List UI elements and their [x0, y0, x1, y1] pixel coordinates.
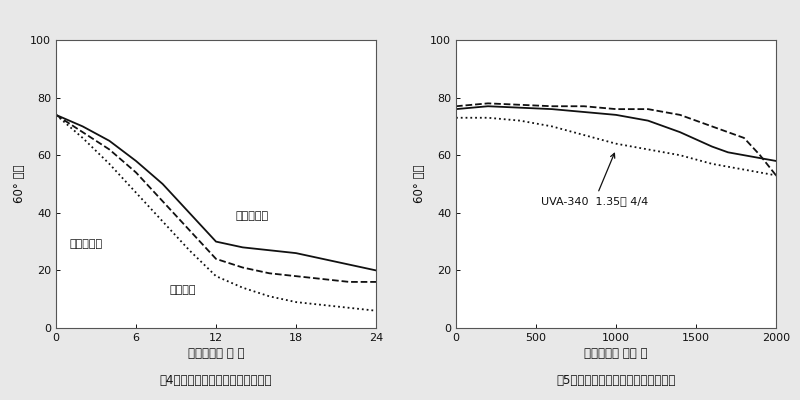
Text: 俨亥俨州: 俨亥俨州 — [170, 286, 196, 296]
Y-axis label: 60° 光泽: 60° 光泽 — [13, 165, 26, 203]
Text: 图4－乙烯基聚合物薄膜、户外老化: 图4－乙烯基聚合物薄膜、户外老化 — [160, 374, 272, 386]
X-axis label: 曝晗时间（ 小时 ）: 曝晗时间（ 小时 ） — [584, 347, 648, 360]
Text: 佛罗里达州: 佛罗里达州 — [70, 239, 102, 249]
Text: 图5－乙烯基聚合物薄膜、实验室老化: 图5－乙烯基聚合物薄膜、实验室老化 — [556, 374, 676, 386]
Y-axis label: 60° 光泽: 60° 光泽 — [413, 165, 426, 203]
Text: UVA-340  1.35， 4/4: UVA-340 1.35， 4/4 — [541, 153, 648, 206]
X-axis label: 曝晗时间（ 月 ）: 曝晗时间（ 月 ） — [188, 347, 244, 360]
Text: 亚利桑那州: 亚利桑那州 — [236, 210, 269, 220]
